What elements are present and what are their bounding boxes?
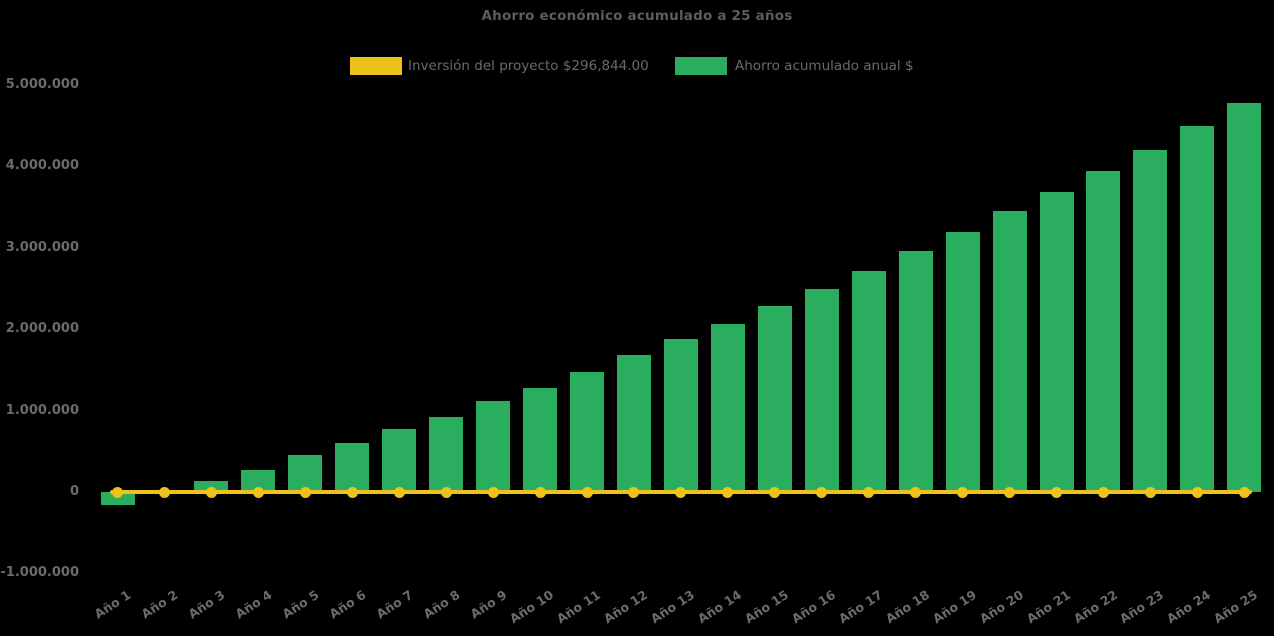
x-tick-label: Año 7 xyxy=(373,587,416,622)
investment-point-año-24 xyxy=(1191,486,1203,498)
investment-point-año-21 xyxy=(1051,486,1062,498)
investment-point-año-10 xyxy=(534,486,546,498)
legend-swatch-savings xyxy=(675,57,727,75)
x-tick-label: Año 11 xyxy=(553,587,604,627)
investment-point-año-18 xyxy=(910,486,922,498)
bar-año-10 xyxy=(523,387,558,492)
legend-label-investment: Inversión del proyecto $296,844.00 xyxy=(408,58,649,74)
x-tick-label: Año 13 xyxy=(647,587,698,627)
investment-point-año-8 xyxy=(440,486,452,498)
x-tick-label: Año 17 xyxy=(835,587,885,627)
bar-año-11 xyxy=(570,371,604,492)
bar-año-9 xyxy=(476,400,511,492)
investment-point-año-20 xyxy=(1004,486,1016,498)
investment-point-año-4 xyxy=(252,486,264,498)
y-tick-label: -1.000.000 xyxy=(0,565,79,581)
bar-año-25 xyxy=(1227,102,1262,492)
x-tick-label: Año 15 xyxy=(741,587,791,627)
x-tick-label: Año 8 xyxy=(420,587,463,622)
x-tick-label: Año 25 xyxy=(1211,587,1261,627)
x-tick-label: Año 20 xyxy=(976,587,1026,627)
bar-año-8 xyxy=(429,416,464,492)
investment-point-año-3 xyxy=(205,486,217,498)
bar-año-4 xyxy=(241,470,276,492)
investment-point-año-14 xyxy=(722,486,734,498)
investment-point-año-25 xyxy=(1238,486,1250,498)
bar-año-6 xyxy=(335,443,370,492)
bar-año-14 xyxy=(710,323,745,492)
investment-point-año-7 xyxy=(393,486,405,498)
y-tick-label: 5.000.000 xyxy=(5,77,79,92)
bar-año-21 xyxy=(1039,192,1074,492)
x-tick-label: Año 19 xyxy=(929,587,979,627)
x-tick-label: Año 2 xyxy=(138,587,181,622)
chart-title: Ahorro económico acumulado a 25 años xyxy=(481,8,793,24)
investment-point-año-11 xyxy=(581,486,593,498)
bar-año-20 xyxy=(992,211,1027,492)
investment-point-año-2 xyxy=(158,486,170,498)
investment-point-año-15 xyxy=(769,486,781,498)
bar-año-17 xyxy=(851,270,886,492)
bar-año-5 xyxy=(288,455,323,492)
investment-point-año-12 xyxy=(628,486,640,498)
investment-point-año-16 xyxy=(816,486,828,498)
bar-año-3 xyxy=(194,480,229,492)
bar-año-7 xyxy=(382,429,417,492)
x-tick-label: Año 18 xyxy=(882,587,932,627)
bar-año-19 xyxy=(945,232,980,492)
x-tick-label: Año 22 xyxy=(1070,587,1120,627)
x-tick-label: Año 16 xyxy=(788,587,838,627)
bar-año-22 xyxy=(1086,171,1121,492)
x-tick-label: Año 24 xyxy=(1164,587,1214,627)
legend-label-savings: Ahorro acumulado anual $ xyxy=(735,58,914,74)
y-tick-label: 4.000.000 xyxy=(5,158,79,174)
x-tick-label: Año 14 xyxy=(694,587,745,627)
bar-año-15 xyxy=(757,306,792,492)
bar-año-1 xyxy=(100,492,135,506)
x-tick-label: Año 23 xyxy=(1117,587,1167,627)
investment-point-año-17 xyxy=(863,486,875,498)
bar-año-13 xyxy=(663,338,698,492)
investment-point-año-5 xyxy=(299,486,311,498)
investment-point-año-23 xyxy=(1144,486,1156,498)
y-tick-label: 2.000.000 xyxy=(5,321,79,337)
y-tick-label: 0 xyxy=(69,484,79,499)
x-tick-label: Año 21 xyxy=(1023,587,1073,627)
x-tick-label: Año 9 xyxy=(467,587,510,622)
x-tick-label: Año 4 xyxy=(232,587,275,622)
y-tick-label: 1.000.000 xyxy=(5,402,79,418)
investment-point-año-6 xyxy=(346,486,358,498)
x-tick-label: Año 12 xyxy=(600,587,651,627)
y-tick-label: 3.000.000 xyxy=(5,239,79,255)
investment-point-año-1 xyxy=(112,486,123,498)
legend-swatch-investment xyxy=(350,57,402,75)
x-tick-label: Año 3 xyxy=(185,587,228,622)
x-tick-label: Año 6 xyxy=(326,587,369,622)
investment-point-año-19 xyxy=(957,486,969,498)
investment-point-año-9 xyxy=(487,486,499,498)
bar-año-24 xyxy=(1180,125,1215,492)
bar-año-18 xyxy=(898,251,933,492)
investment-point-año-13 xyxy=(675,486,687,498)
bar-año-16 xyxy=(804,288,839,492)
bar-año-12 xyxy=(616,355,651,492)
x-tick-label: Año 1 xyxy=(91,587,134,622)
investment-point-año-22 xyxy=(1097,486,1109,498)
x-tick-label: Año 10 xyxy=(507,587,557,627)
bar-año-23 xyxy=(1133,150,1168,492)
x-tick-label: Año 5 xyxy=(279,587,322,622)
